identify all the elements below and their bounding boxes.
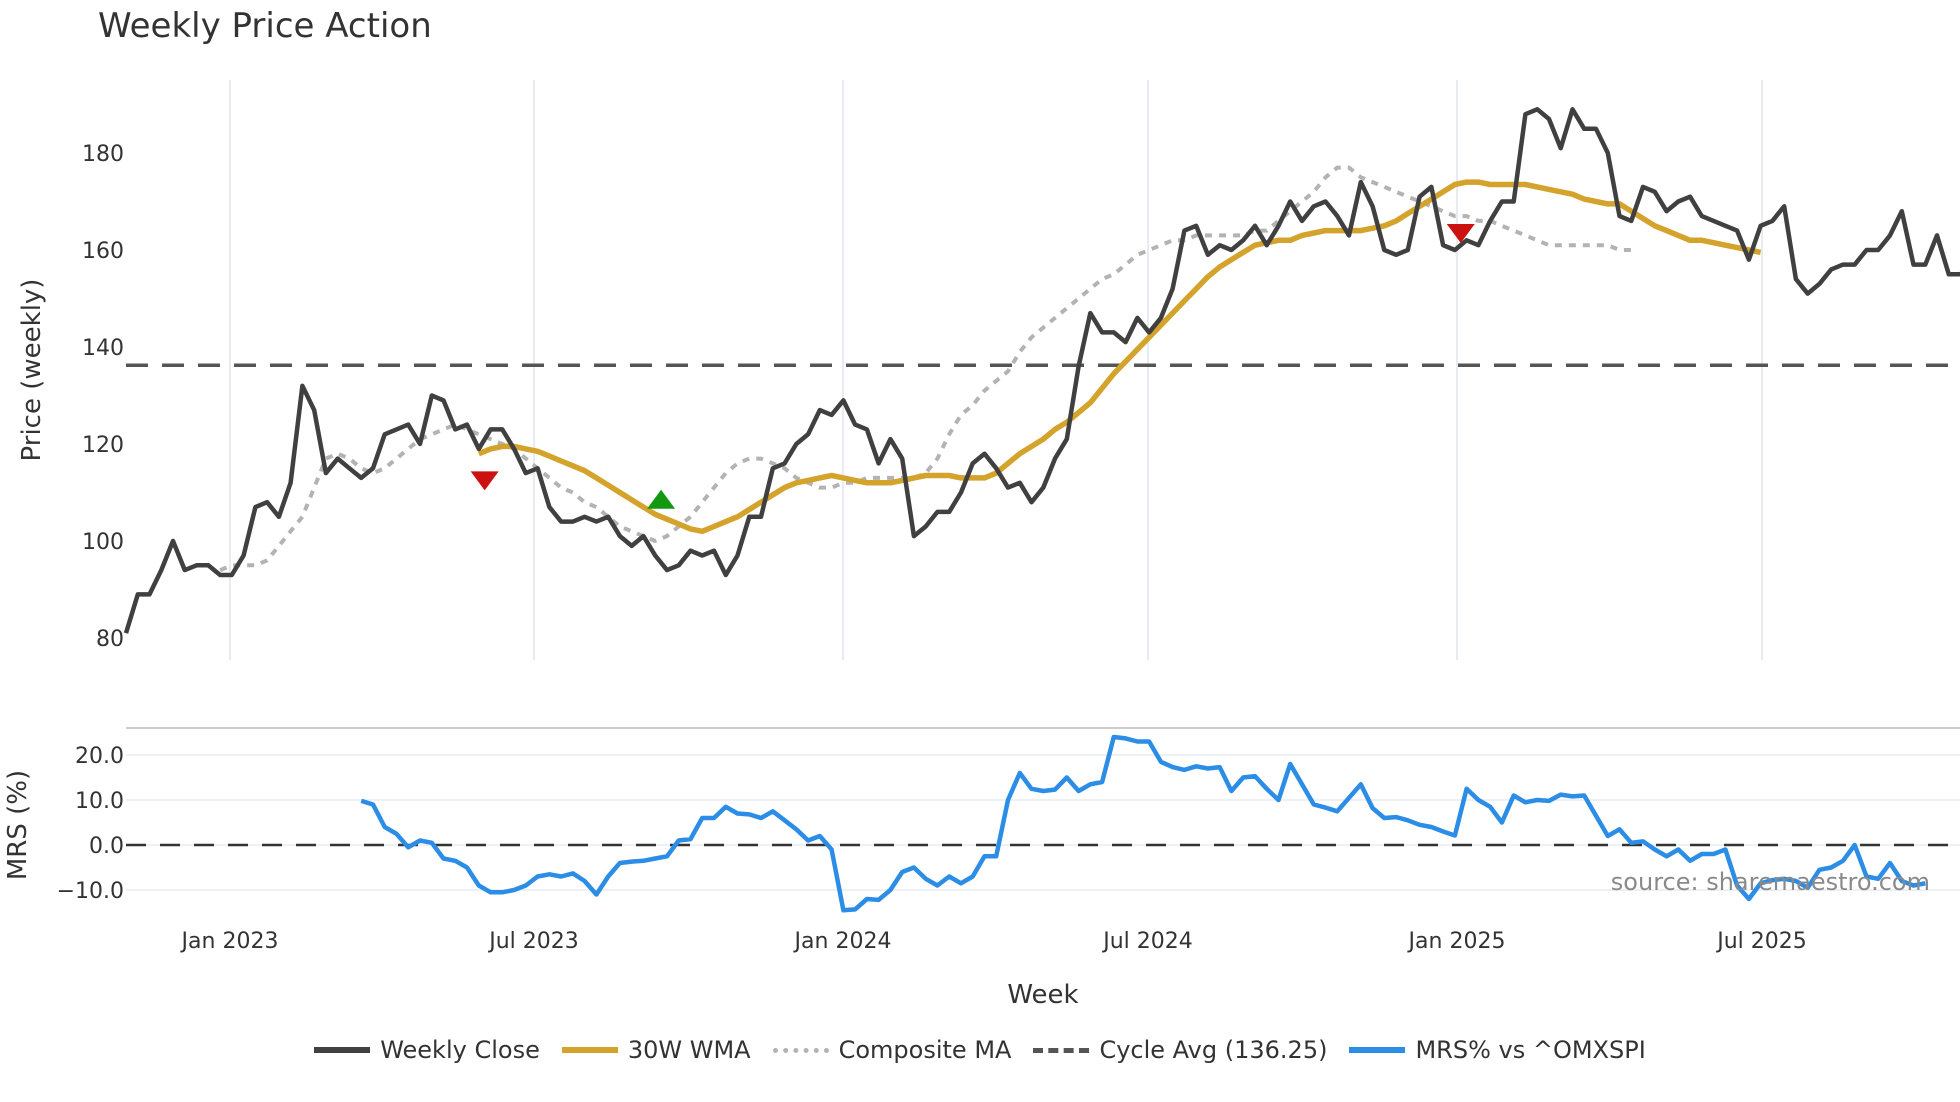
x-tick-label: Jul 2023 bbox=[487, 929, 579, 954]
y-tick-label: 120 bbox=[82, 433, 124, 458]
y-tick-label: 180 bbox=[82, 142, 124, 167]
legend: Weekly Close 30W WMA Composite MA Cycle Avg… bbox=[0, 1036, 1960, 1064]
lower-y-axis-ticks: −10.0 0.0 10.0 20.0 bbox=[57, 744, 124, 904]
legend-label: Weekly Close bbox=[380, 1036, 540, 1064]
buy-signal-marker bbox=[647, 489, 676, 509]
legend-swatch-icon bbox=[772, 1047, 829, 1053]
y-tick-label: 20.0 bbox=[75, 744, 124, 769]
lower-y-axis-label: MRS (%) bbox=[3, 770, 33, 880]
x-axis-ticks: Jan 2023 Jul 2023 Jan 2024 Jul 2024 Jan 2025… bbox=[180, 929, 1807, 954]
legend-swatch-icon bbox=[314, 1047, 371, 1053]
composite-ma-line bbox=[219, 165, 1632, 572]
mrs-line bbox=[360, 734, 1926, 913]
legend-swatch-icon bbox=[1349, 1047, 1406, 1053]
y-tick-label: 160 bbox=[82, 239, 124, 264]
chart-title: Weekly Price Action bbox=[98, 6, 432, 46]
x-tick-label: Jan 2025 bbox=[1407, 929, 1506, 954]
sell-signal-marker bbox=[470, 471, 499, 491]
legend-item[interactable]: 30W WMA bbox=[561, 1036, 751, 1064]
legend-label: Cycle Avg (136.25) bbox=[1099, 1036, 1328, 1064]
legend-label: MRS% vs ^OMXSPI bbox=[1415, 1036, 1646, 1064]
source-watermark: source: sharemaestro.com bbox=[1611, 868, 1930, 896]
legend-label: Composite MA bbox=[838, 1036, 1012, 1064]
weekly-close-line bbox=[123, 107, 1960, 634]
y-tick-label: 140 bbox=[82, 336, 124, 361]
series-layer bbox=[123, 107, 1960, 913]
legend-item[interactable]: Cycle Avg (136.25) bbox=[1033, 1036, 1327, 1064]
upper-x-gridlines bbox=[229, 80, 1763, 660]
legend-label: 30W WMA bbox=[627, 1036, 751, 1064]
legend-item[interactable]: Weekly Close bbox=[314, 1036, 540, 1064]
legend-item[interactable]: MRS% vs ^OMXSPI bbox=[1349, 1036, 1646, 1064]
x-tick-label: Jan 2023 bbox=[180, 929, 279, 954]
legend-swatch-icon bbox=[561, 1047, 618, 1053]
y-tick-label: 10.0 bbox=[75, 789, 124, 814]
wma-30w-line bbox=[477, 179, 1762, 535]
x-tick-label: Jan 2024 bbox=[793, 929, 892, 954]
y-tick-label: 0.0 bbox=[89, 834, 124, 859]
upper-y-axis-label: Price (weekly) bbox=[17, 279, 47, 462]
y-tick-label: 100 bbox=[82, 530, 124, 555]
sell-signal-marker bbox=[1446, 224, 1475, 244]
legend-swatch-icon bbox=[1033, 1047, 1090, 1053]
y-tick-label: −10.0 bbox=[57, 879, 124, 904]
y-tick-label: 80 bbox=[96, 627, 124, 652]
x-axis-label: Week bbox=[1007, 980, 1078, 1010]
legend-item[interactable]: Composite MA bbox=[772, 1036, 1012, 1064]
x-tick-label: Jul 2025 bbox=[1715, 929, 1807, 954]
x-tick-label: Jul 2024 bbox=[1101, 929, 1193, 954]
upper-y-axis-ticks: 80 100 120 140 160 180 bbox=[82, 142, 124, 652]
